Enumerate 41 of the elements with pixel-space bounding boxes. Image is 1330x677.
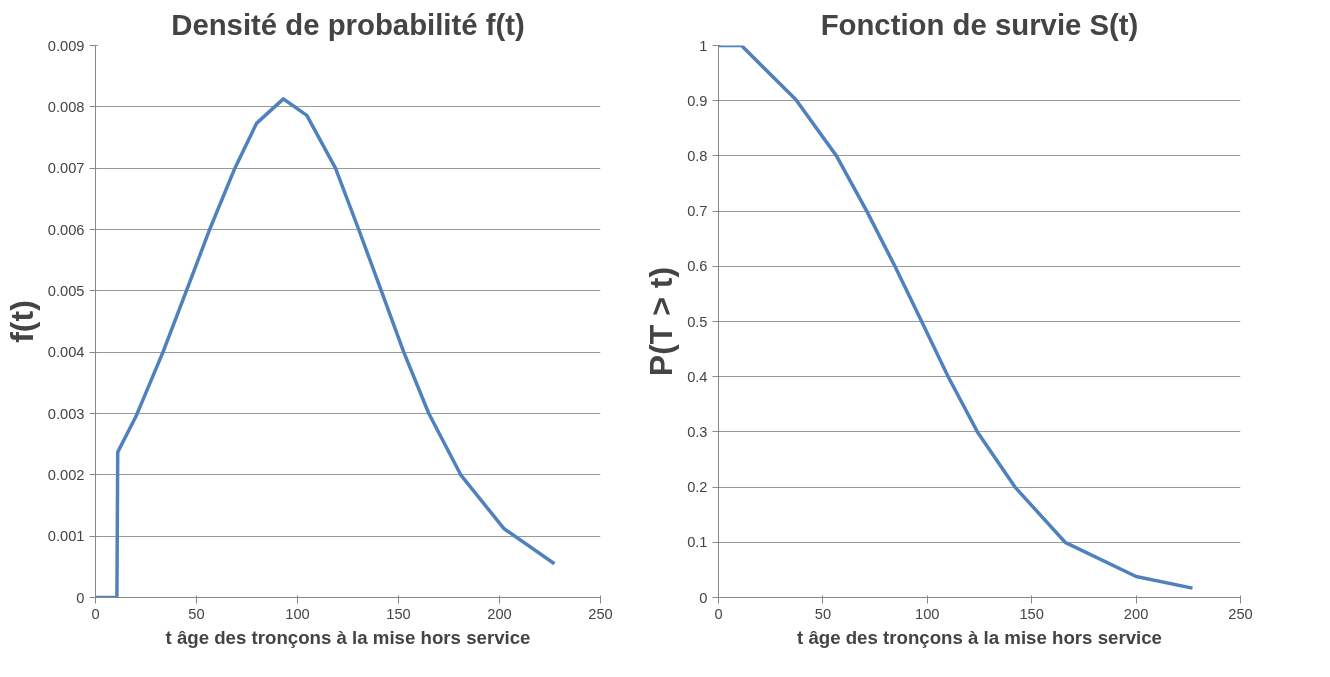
y-tick-label: 0.003 [47,405,85,422]
x-axis-title: t âge des tronçons à la mise hors service [165,626,531,648]
x-tick-label: 0 [714,605,723,622]
chart-title: Densité de probabilité f(t) [171,7,525,41]
x-axis-title: t âge des tronçons à la mise hors service [797,626,1162,648]
chart-title: Fonction de survie S(t) [820,7,1139,41]
x-tick-label: 250 [588,605,613,622]
line-series [95,97,557,598]
line-series [718,45,1195,590]
x-tick-label: 250 [1228,605,1253,622]
x-tick-label: 200 [1123,605,1149,622]
y-tick-label: 0.007 [47,160,85,177]
y-tick-label: 0.005 [47,282,85,299]
y-tick-label: 0.1 [687,534,708,551]
y-tick-label: 0 [699,589,708,606]
y-tick-label: 0.6 [687,258,708,275]
x-tick-label: 100 [915,605,940,622]
x-tick-label: 150 [1019,605,1044,622]
y-tick-label: 0.5 [687,313,708,330]
y-tick-label: 0.002 [47,466,85,483]
y-tick-label: 0 [76,589,85,606]
x-tick-label: 0 [91,605,100,622]
y-tick-label: 0.006 [47,221,85,238]
y-tick-label: 0.7 [687,203,708,220]
y-tick-label: 0.009 [47,37,85,54]
y-tick-label: 0.3 [687,423,708,440]
x-tick-label: 150 [386,605,411,622]
x-tick-label: 50 [188,605,205,622]
y-tick-label: 0.8 [687,147,708,164]
x-tick-label: 50 [814,605,832,622]
y-tick-label: 1 [699,37,708,54]
y-tick-label: 0.008 [47,98,85,115]
x-tick-label: 200 [487,605,512,622]
y-axis-title: P(T > t) [643,266,680,377]
y-tick-label: 0.4 [687,368,708,385]
y-tick-label: 0.2 [687,479,708,496]
y-tick-label: 0.9 [687,92,708,109]
y-tick-label: 0.004 [47,344,85,361]
x-tick-label: 100 [285,605,310,622]
y-tick-label: 0.001 [47,528,85,545]
y-axis-title: f(t) [3,300,40,343]
